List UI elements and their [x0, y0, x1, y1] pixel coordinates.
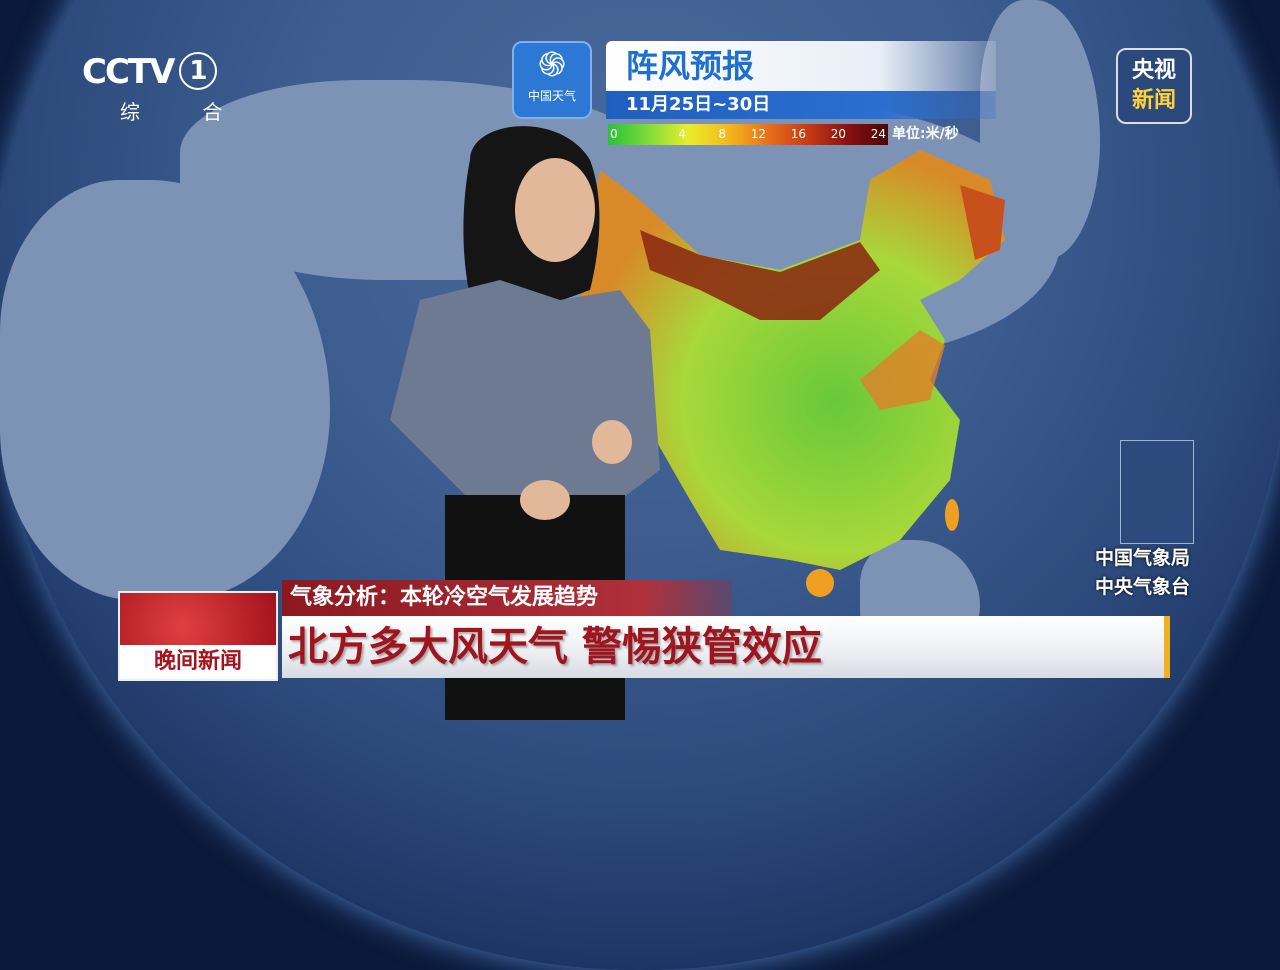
program-name: 晚间新闻 [120, 645, 276, 679]
logo-line1: 央视 [1131, 58, 1176, 83]
program-logo: 晚间新闻 [118, 591, 278, 681]
forecast-title: 阵风预报 [606, 41, 996, 91]
legend-tick: 16 [768, 124, 808, 145]
source-credit: 中国气象局中央气象台 [1095, 544, 1190, 602]
lower-third-subtitle: 气象分析：本轮冷空气发展趋势 [282, 580, 732, 616]
channel-logo-text: CCTV [82, 52, 175, 92]
legend-tick: 8 [688, 124, 728, 145]
presenter [390, 126, 660, 720]
legend-tick: 12 [728, 124, 768, 145]
legend-tick: 20 [808, 124, 848, 145]
gust-map-china [580, 150, 1005, 597]
source-line2: 中央气象台 [1095, 576, 1191, 598]
cctv-news-logo: 央视 新闻 [1116, 48, 1192, 124]
cctv-logo: CCTV 1 [82, 52, 218, 92]
channel-number: 1 [179, 52, 218, 90]
legend-tick: 24 [848, 124, 888, 145]
logo-line2: 新闻 [1131, 88, 1176, 113]
legend-unit: 单位:米/秒 [892, 126, 959, 142]
legend-tick: 4 [648, 124, 688, 145]
source-line1: 中国气象局 [1095, 547, 1191, 569]
china-weather-label: 中国天气 [527, 89, 576, 103]
legend-tick: 0 [608, 124, 648, 145]
channel-name: 综 合 [120, 100, 251, 124]
lower-third-headline: 北方多大风天气 警惕狭管效应 [282, 616, 1170, 678]
south-china-sea-inset [1120, 440, 1194, 544]
china-weather-logo: ֍ 中国天气 [512, 41, 592, 119]
swirl-icon: ֍ [538, 45, 566, 85]
forecast-date-range: 11月25日~30日 [606, 91, 996, 119]
wind-speed-legend: 0 4 8 12 16 20 24 [608, 124, 888, 145]
